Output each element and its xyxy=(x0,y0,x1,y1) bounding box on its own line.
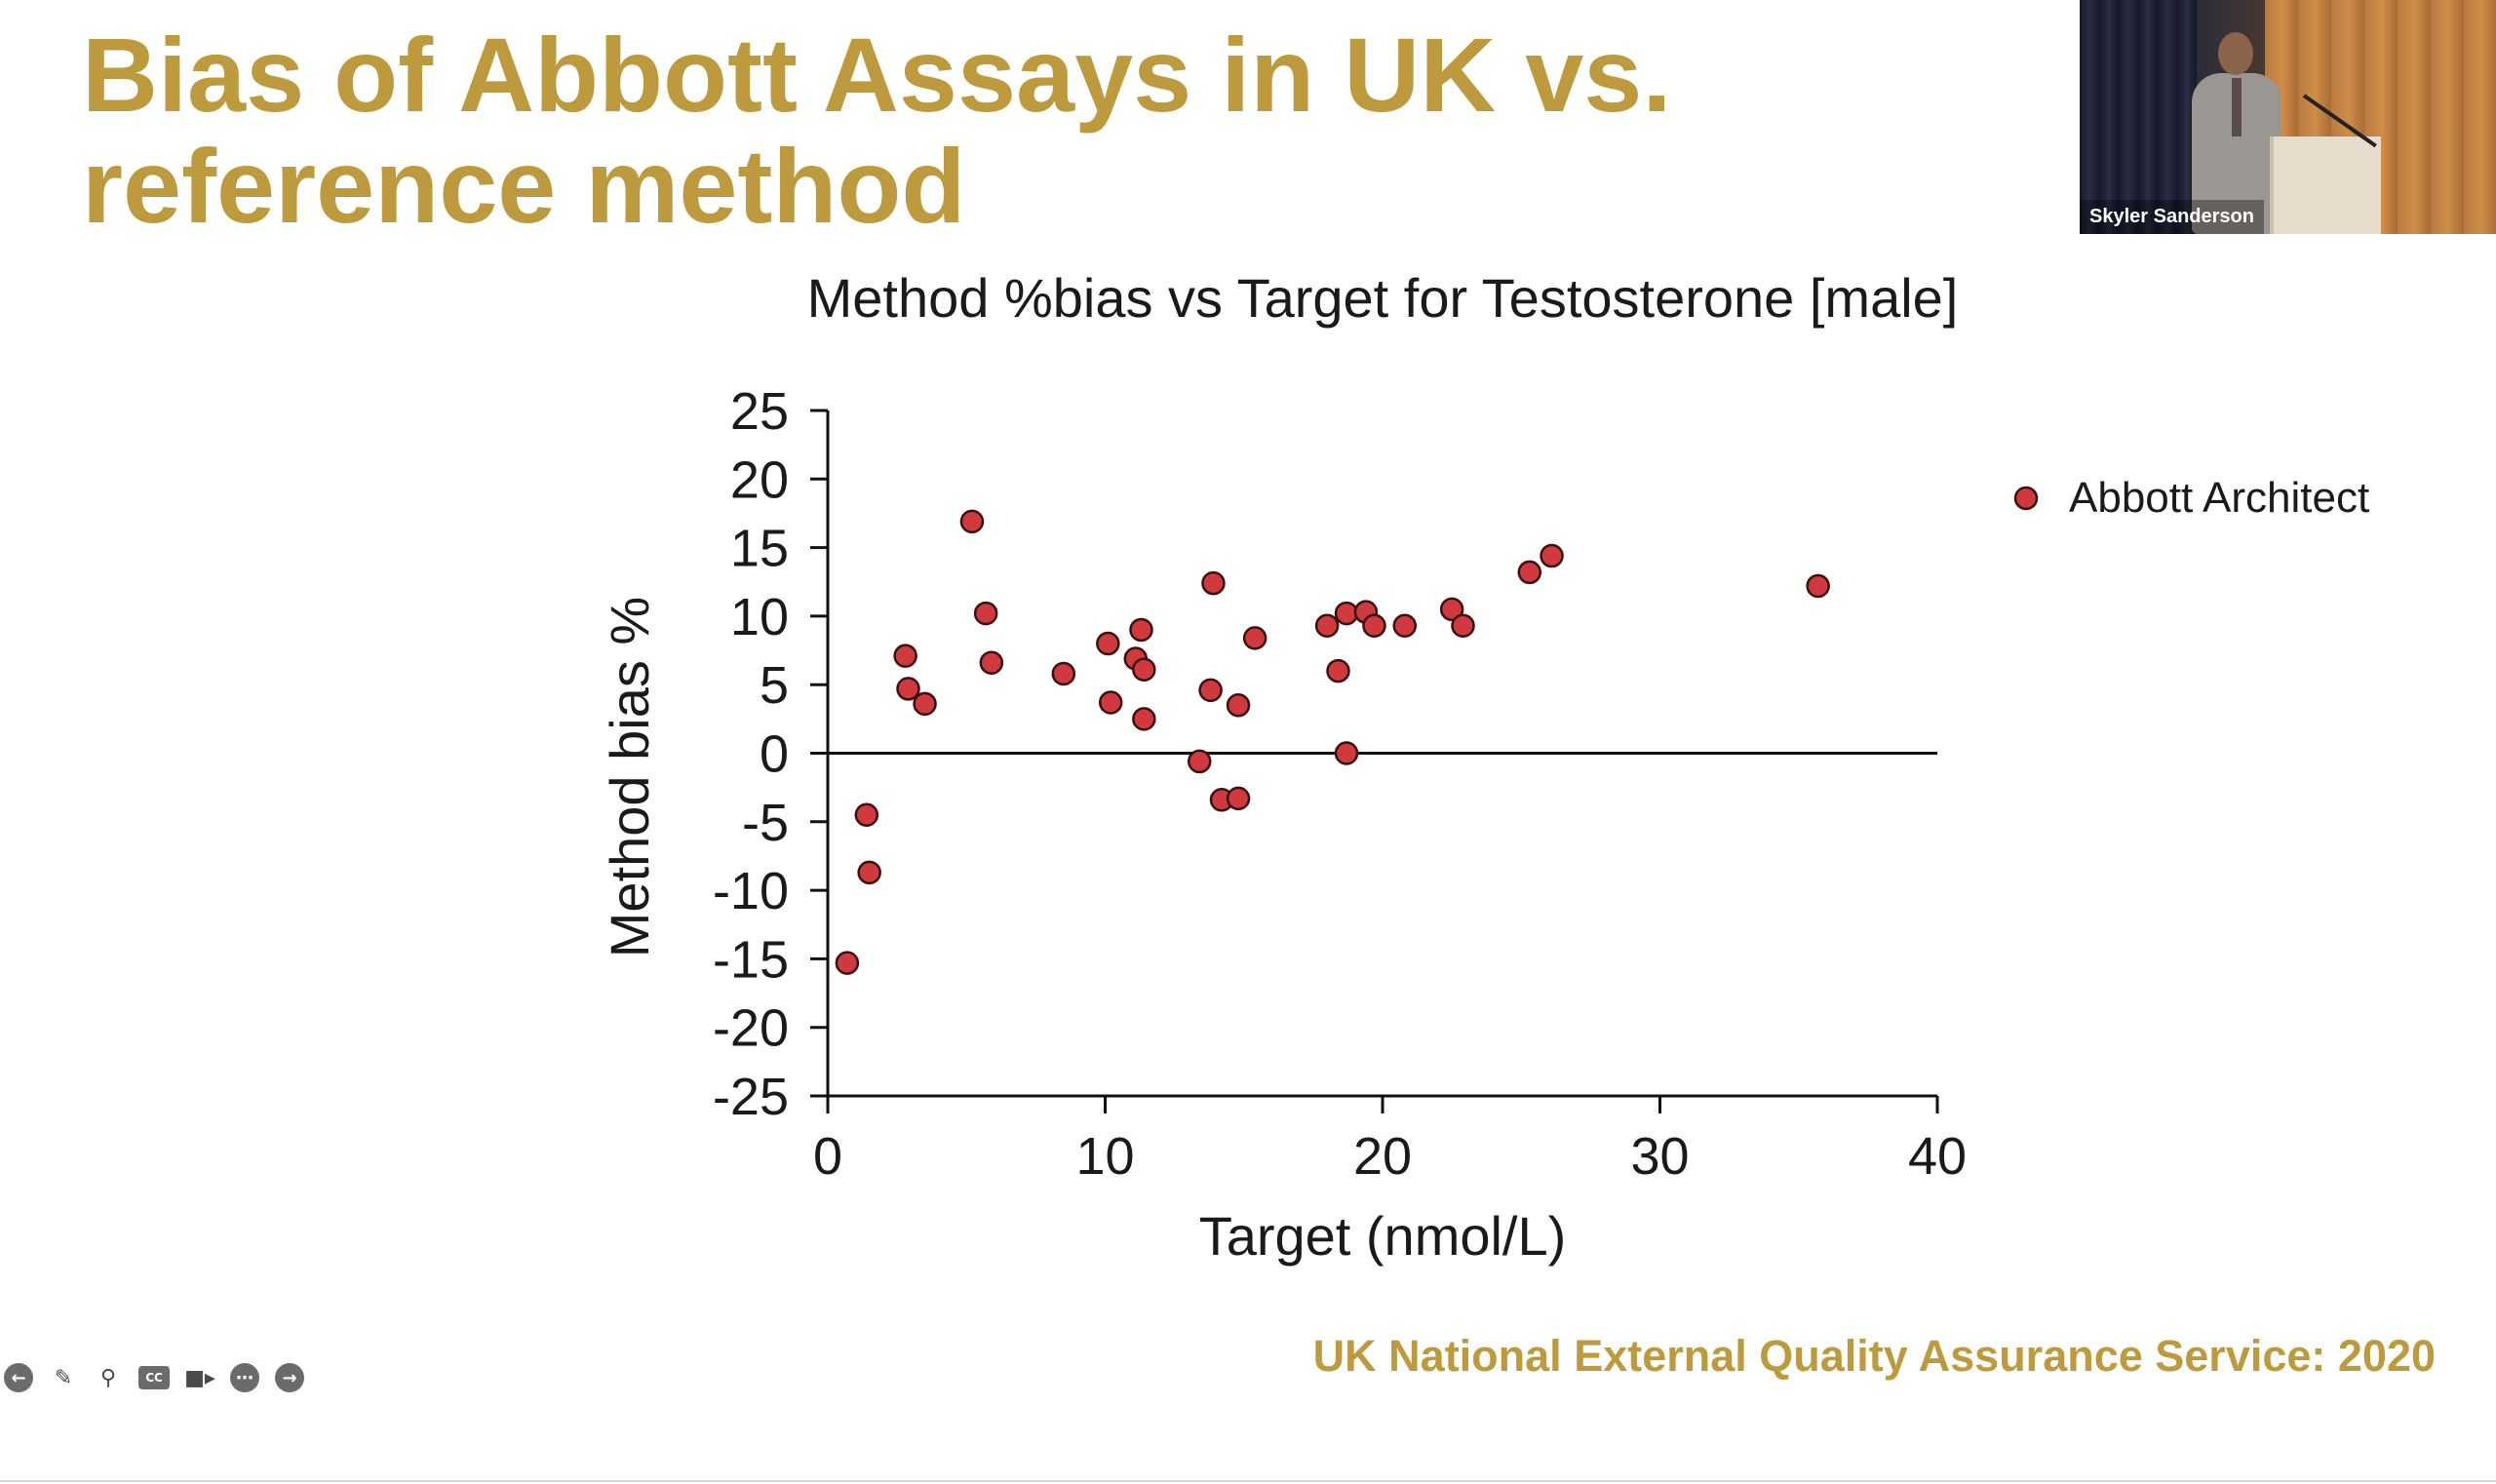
data-point xyxy=(1132,657,1156,682)
chart-axes xyxy=(826,410,1937,1098)
more-icon[interactable]: ⋯ xyxy=(230,1363,259,1392)
chart-legend: Abbott Architect xyxy=(2013,474,2369,522)
data-point xyxy=(1242,626,1268,650)
data-point xyxy=(1226,693,1251,718)
presenter-head xyxy=(2218,32,2253,75)
presenter-name-tag: Skyler Sanderson xyxy=(2080,200,2264,234)
legend-marker xyxy=(2013,486,2039,511)
source-citation: UK National External Quality Assurance S… xyxy=(1312,1331,2436,1381)
data-point xyxy=(1129,617,1153,643)
scatter-points xyxy=(835,509,1830,975)
data-point xyxy=(1517,560,1542,585)
x-tick-label: 20 xyxy=(1353,1127,1412,1186)
data-point xyxy=(896,677,920,701)
x-axis-ticks: 0 10 20 30 40 xyxy=(813,1096,1967,1186)
video-background-curtain xyxy=(2080,0,2197,234)
bias-scatter-chart: Method %bias vs Target for Testosterone … xyxy=(599,267,2369,1267)
pen-icon[interactable]: ✎ xyxy=(54,1365,73,1390)
data-point xyxy=(1392,613,1418,638)
y-tick-label: 5 xyxy=(760,656,789,715)
y-axis-ticks: 25 20 15 10 5 0 -5 -10 -15 -20 -25 xyxy=(713,382,828,1126)
slide-title-line-2: reference method xyxy=(82,127,966,245)
zoom-icon[interactable]: ⚲ xyxy=(99,1365,117,1390)
chart-title: Method %bias vs Target for Testosterone … xyxy=(807,267,1959,329)
data-point xyxy=(1806,573,1830,599)
y-tick-label: -25 xyxy=(713,1068,789,1126)
data-point xyxy=(854,802,879,828)
x-tick-label: 30 xyxy=(1630,1127,1689,1186)
x-tick-label: 0 xyxy=(813,1127,842,1186)
data-point xyxy=(913,691,937,717)
data-point xyxy=(1314,613,1340,638)
legend-label: Abbott Architect xyxy=(2069,474,2369,522)
data-point xyxy=(835,951,860,975)
data-point xyxy=(979,650,1004,675)
y-tick-label: -5 xyxy=(742,794,789,852)
y-tick-label: 15 xyxy=(730,520,789,578)
slideshow-toolbar: ← ✎ ⚲ CC ■▸ ⋯ → xyxy=(4,1363,304,1392)
data-point xyxy=(857,860,881,885)
presenter-video[interactable]: Skyler Sanderson xyxy=(2080,0,2496,234)
forward-arrow-icon[interactable]: → xyxy=(275,1363,304,1392)
y-tick-label: -10 xyxy=(713,862,789,920)
y-tick-label: 10 xyxy=(730,588,789,646)
y-axis-label: Method bias % xyxy=(599,597,660,957)
slide-title-line-1: Bias of Abbott Assays in UK vs. xyxy=(82,16,1672,134)
data-point xyxy=(1540,543,1564,568)
y-tick-label: -20 xyxy=(713,999,789,1058)
captions-icon[interactable]: CC xyxy=(138,1366,170,1389)
data-point xyxy=(893,644,917,668)
back-arrow-icon[interactable]: ← xyxy=(4,1363,33,1392)
video-camera-icon[interactable]: ■▸ xyxy=(184,1365,215,1390)
data-point xyxy=(1201,570,1226,596)
slide-title: Bias of Abbott Assays in UK vs. referenc… xyxy=(82,20,1934,242)
x-tick-label: 40 xyxy=(1908,1127,1967,1186)
data-point xyxy=(1451,613,1475,638)
x-axis-label: Target (nmol/L) xyxy=(1199,1205,1567,1267)
data-point xyxy=(1198,678,1223,703)
data-point xyxy=(1226,786,1251,811)
y-tick-label: -15 xyxy=(713,930,789,989)
data-point xyxy=(1096,631,1120,656)
data-point xyxy=(973,601,998,626)
bottom-divider xyxy=(0,1480,2496,1482)
y-tick-label: 25 xyxy=(730,382,789,441)
podium xyxy=(2270,137,2381,234)
data-point xyxy=(1326,658,1350,683)
data-point xyxy=(1098,690,1123,715)
data-point xyxy=(1334,601,1359,626)
data-point xyxy=(1362,613,1386,638)
y-tick-label: 20 xyxy=(730,450,789,509)
presenter-tie xyxy=(2232,78,2242,137)
data-point xyxy=(1132,707,1156,731)
data-point xyxy=(1439,597,1464,622)
x-tick-label: 10 xyxy=(1075,1127,1134,1186)
data-point xyxy=(1051,661,1076,686)
data-point xyxy=(959,509,985,534)
data-point xyxy=(1334,741,1359,765)
y-tick-label: 0 xyxy=(760,725,789,784)
data-point xyxy=(1187,749,1212,774)
